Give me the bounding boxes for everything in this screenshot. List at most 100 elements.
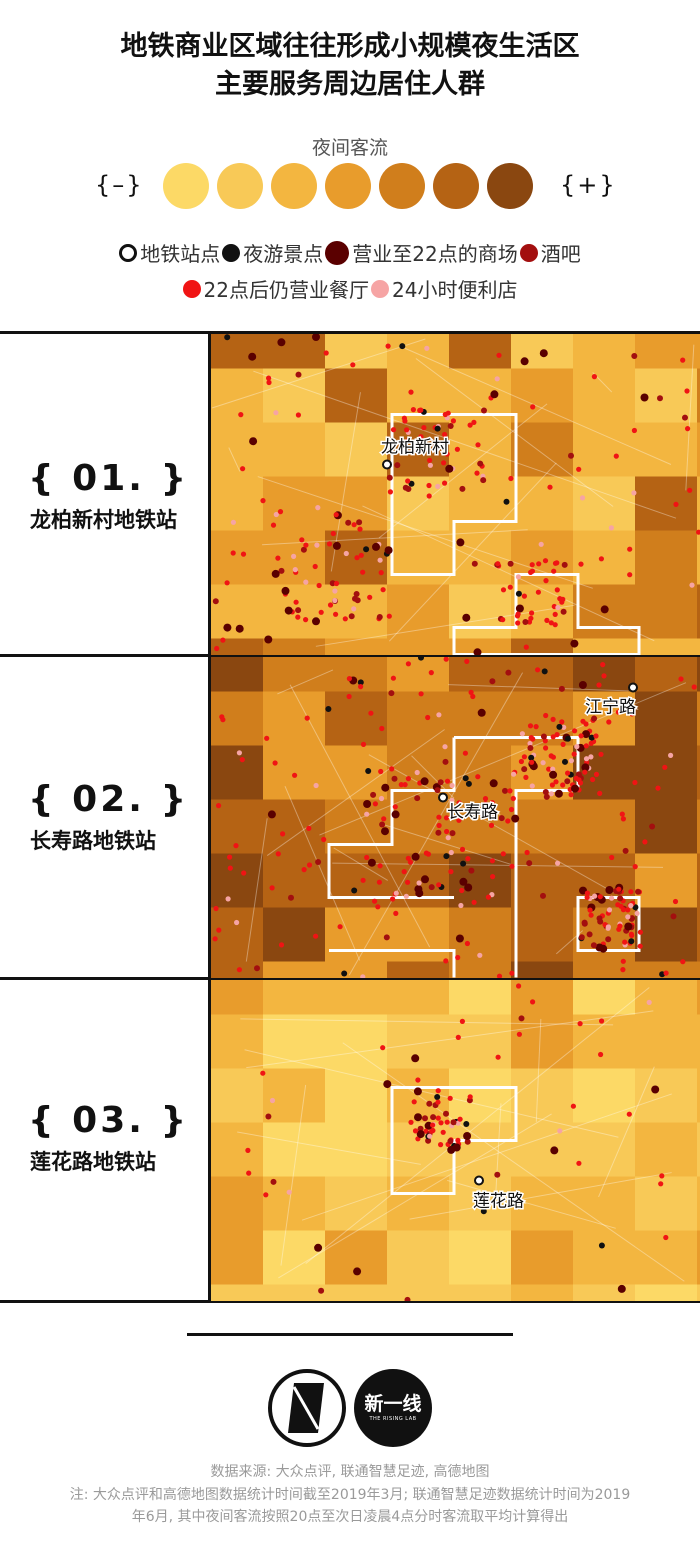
poi-dot (601, 673, 607, 679)
poi-dot (464, 883, 473, 892)
subway-station-icon (438, 792, 448, 803)
heat-cell (697, 530, 700, 585)
poi-dot (295, 412, 301, 418)
map-panels: { 01. } 龙柏新村地铁站 龙柏新村 { 02. } 长寿路地铁站 长寿路 江… (0, 331, 700, 1303)
poi-dot (405, 486, 412, 492)
poi-dot (546, 766, 552, 772)
poi-dot (528, 569, 534, 575)
poi-dot (213, 905, 219, 912)
poi-dot (449, 797, 455, 803)
poi-dot (599, 944, 608, 953)
poi-dot (558, 685, 565, 692)
poi-dot (482, 801, 489, 807)
heat-cell (511, 368, 573, 423)
poi-dot (224, 334, 231, 341)
poi-dot (435, 1115, 441, 1121)
poi-dot (240, 466, 246, 472)
poi-dot (425, 1137, 432, 1144)
poi-dot (411, 852, 420, 861)
poi-dot (617, 1284, 626, 1293)
poi-dot (425, 714, 431, 721)
road-line (262, 529, 528, 546)
poi-dot (617, 923, 623, 929)
poi-dot (438, 1120, 444, 1126)
poi-dot (550, 1146, 559, 1155)
poi-dot (548, 791, 554, 797)
poi-dot (593, 771, 600, 777)
poi-dot (565, 770, 571, 776)
poi-dot (552, 622, 558, 628)
poi-dot (264, 635, 273, 644)
poi-dot (549, 770, 558, 779)
poi-dot (626, 1111, 632, 1117)
poi-dot (467, 1094, 473, 1100)
heat-cell (325, 1230, 387, 1285)
poi-dot (561, 561, 568, 568)
poi-dot (488, 822, 495, 828)
poi-dot (360, 974, 366, 978)
poi-dot (565, 735, 571, 742)
heat-cell (325, 476, 387, 531)
road-line (284, 786, 361, 961)
poi-dot (223, 623, 232, 632)
poi-dot (470, 693, 476, 700)
poi-dot (547, 484, 553, 490)
poi-dot (495, 561, 501, 567)
poi-dot (496, 973, 503, 978)
poi-dot (263, 1192, 269, 1198)
legend-row-1: 地铁站点 夜游景点 营业至22点的商场 酒吧 (0, 238, 700, 267)
poi-dot (300, 546, 307, 553)
road-line (330, 392, 361, 572)
poi-dot (562, 758, 568, 765)
poi-dot (456, 800, 462, 806)
poi-dot (544, 617, 550, 623)
subway-station-icon (382, 459, 392, 470)
poi-dot (598, 1242, 605, 1249)
poi-dot (241, 870, 247, 876)
poi-dot (383, 934, 390, 941)
heat-cell (263, 422, 325, 477)
heat-cell (635, 1122, 697, 1177)
poi-dot (640, 393, 649, 402)
poi-dot (625, 914, 631, 920)
poi-dot (443, 853, 450, 860)
poi-dot (381, 816, 387, 822)
panel-3-map: 莲花路 (211, 980, 700, 1301)
poi-dot (443, 657, 449, 662)
poi-dot (398, 439, 404, 445)
poi-dot (403, 893, 409, 899)
heat-cell (697, 368, 700, 423)
poi-dot (521, 593, 527, 599)
poi-dot (442, 480, 448, 486)
road-line (257, 476, 593, 589)
poi-dot (519, 731, 525, 737)
poi-dot (507, 560, 514, 567)
poi-dot (284, 606, 293, 615)
heat-cell (697, 638, 700, 655)
poi-dot (388, 690, 395, 697)
poi-dot (529, 562, 535, 568)
poi-dot (600, 662, 606, 668)
poi-dot (627, 546, 633, 552)
heat-cell (635, 907, 697, 962)
heat-cell (211, 422, 263, 477)
heat-cell (325, 1284, 387, 1301)
poi-dot (624, 922, 633, 931)
poi-dot (280, 831, 286, 837)
poi-dot (236, 750, 242, 756)
poi-dot (543, 793, 550, 800)
poi-dot (515, 604, 524, 613)
legend-marker-icon (222, 243, 241, 262)
poi-dot (592, 893, 598, 899)
poi-dot (511, 771, 517, 777)
heat-cell (325, 422, 387, 477)
poi-dot (303, 579, 309, 585)
poi-dot (227, 854, 233, 860)
heat-cell (635, 853, 697, 908)
poi-dot (571, 784, 579, 793)
title-line-1: 地铁商业区域往往形成小规模夜生活区 (120, 31, 580, 62)
poi-dot (608, 525, 614, 531)
poi-dot (553, 779, 559, 785)
poi-dot (312, 334, 320, 341)
poi-dot (571, 751, 577, 757)
